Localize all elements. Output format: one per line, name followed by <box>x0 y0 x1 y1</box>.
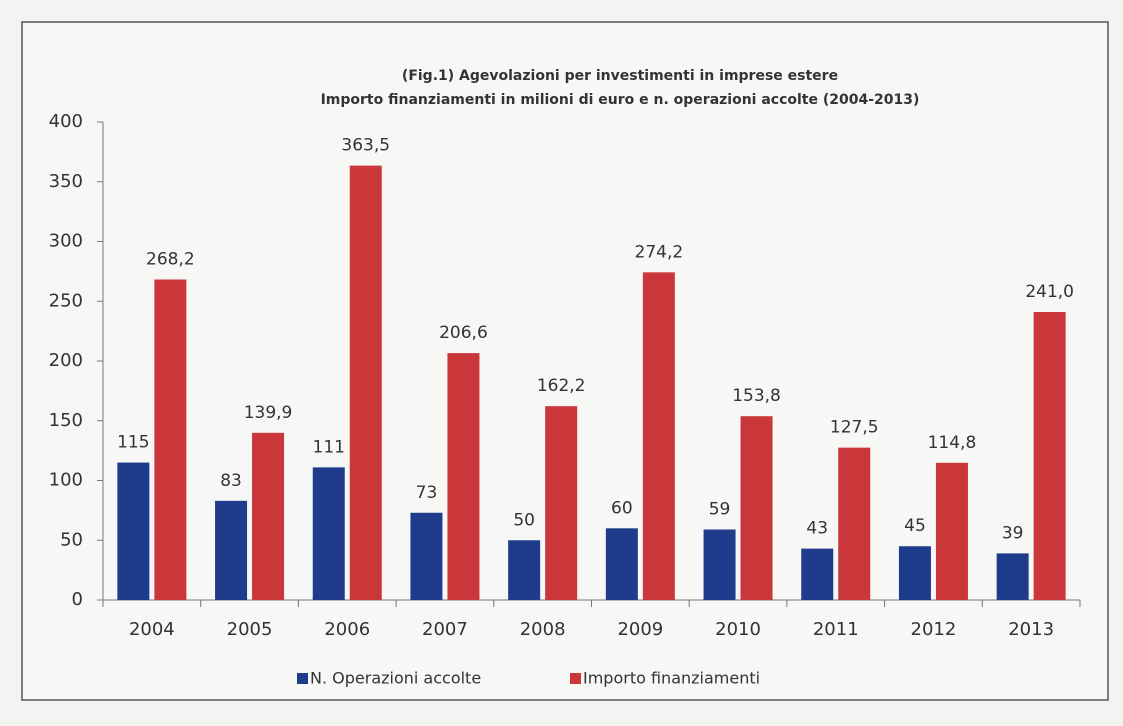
value-label: 115 <box>117 433 149 453</box>
bar <box>740 416 773 600</box>
y-tick-label: 400 <box>49 111 83 132</box>
value-label: 111 <box>313 437 345 457</box>
y-tick-label: 0 <box>72 589 83 610</box>
value-label: 83 <box>220 471 242 491</box>
y-tick-label: 100 <box>49 470 83 491</box>
x-tick-label: 2004 <box>129 619 175 640</box>
bar <box>215 500 248 600</box>
bar <box>1033 312 1066 600</box>
bar <box>117 462 150 600</box>
value-label: 241,0 <box>1025 282 1074 302</box>
value-label: 114,8 <box>928 433 977 453</box>
value-label: 39 <box>1002 523 1024 543</box>
legend-label: N. Operazioni accolte <box>310 669 481 688</box>
bar <box>312 467 345 600</box>
bar <box>410 512 443 600</box>
y-tick-label: 150 <box>49 410 83 431</box>
bar <box>508 540 541 600</box>
value-label: 139,9 <box>244 403 293 423</box>
y-tick-label: 50 <box>60 529 83 550</box>
y-tick-label: 250 <box>49 290 83 311</box>
value-label: 59 <box>709 499 731 519</box>
bar <box>898 546 931 600</box>
x-tick-label: 2012 <box>911 619 957 640</box>
value-label: 73 <box>416 483 438 503</box>
value-label: 43 <box>806 519 828 539</box>
x-tick-label: 2008 <box>520 619 566 640</box>
x-tick-label: 2007 <box>422 619 468 640</box>
bar <box>447 353 480 600</box>
y-tick-label: 200 <box>49 350 83 371</box>
value-label: 206,6 <box>439 323 488 343</box>
value-label: 127,5 <box>830 418 879 438</box>
x-tick-label: 2005 <box>227 619 273 640</box>
x-tick-label: 2011 <box>813 619 859 640</box>
bar <box>154 279 187 600</box>
value-label: 268,2 <box>146 250 195 270</box>
legend-label: Importo finanziamenti <box>583 669 760 688</box>
bar <box>703 529 736 600</box>
legend-swatch <box>297 673 308 684</box>
bar <box>605 528 638 600</box>
bar <box>642 272 675 600</box>
bar <box>349 165 382 600</box>
chart-subtitle: Importo finanziamenti in milioni di euro… <box>321 92 920 108</box>
value-label: 50 <box>513 510 535 530</box>
x-tick-label: 2006 <box>324 619 370 640</box>
chart-title: (Fig.1) Agevolazioni per investimenti in… <box>402 68 838 84</box>
value-label: 153,8 <box>732 386 781 406</box>
bar <box>935 462 968 600</box>
x-tick-label: 2009 <box>617 619 663 640</box>
bar <box>838 447 871 600</box>
bar <box>545 406 578 600</box>
value-label: 363,5 <box>341 136 390 156</box>
bar <box>801 548 834 600</box>
value-label: 162,2 <box>537 376 586 396</box>
legend-swatch <box>570 673 581 684</box>
y-tick-label: 300 <box>49 231 83 252</box>
x-tick-label: 2010 <box>715 619 761 640</box>
value-label: 45 <box>904 516 926 536</box>
x-tick-label: 2013 <box>1008 619 1054 640</box>
bar <box>252 432 285 600</box>
y-tick-label: 350 <box>49 171 83 192</box>
bar <box>996 553 1029 600</box>
value-label: 60 <box>611 498 633 518</box>
value-label: 274,2 <box>635 242 684 262</box>
